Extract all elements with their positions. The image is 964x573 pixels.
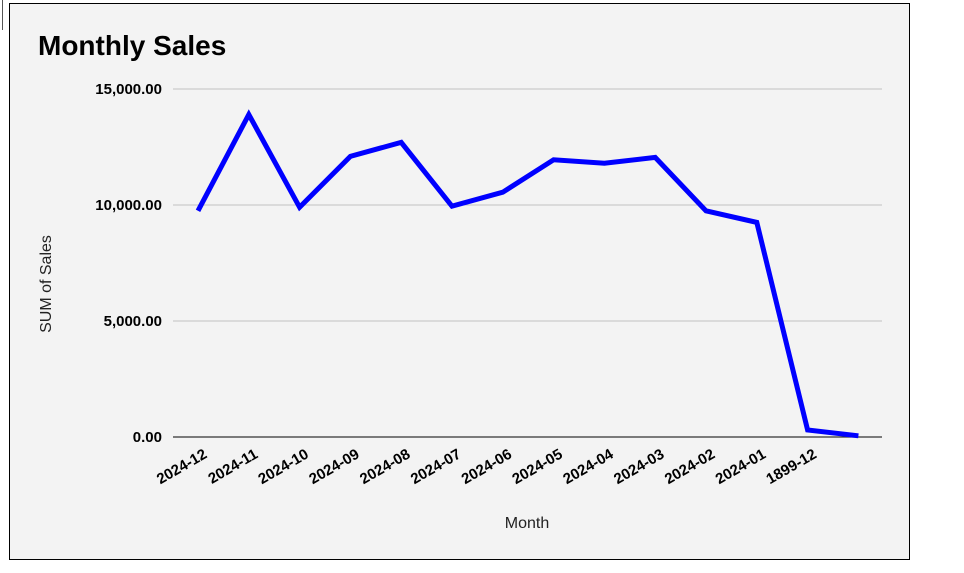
y-tick-labels: 0.00 5,000.00 10,000.00 15,000.00 [95,81,162,446]
series-layer [195,109,859,439]
x-tick-label: 2024-03 [611,446,667,488]
x-tick-label: 2024-09 [306,446,362,488]
x-tick-label: 2024-02 [662,446,718,488]
x-tick-label: 2024-01 [713,446,769,488]
x-tick-label: 2024-07 [408,446,464,488]
y-tick-label: 10,000.00 [95,197,162,214]
corner-mark [0,0,3,30]
x-tick-label: 1899-12 [763,446,819,488]
x-tick-labels: 2024-122024-112024-102024-092024-082024-… [154,445,820,488]
y-axis-label: SUM of Sales [38,235,55,333]
chart-title: Monthly Sales [38,30,227,61]
y-tick-label: 0.00 [133,429,162,446]
x-tick-label: 2024-05 [509,446,565,488]
chart-container: Monthly Sales [9,3,910,560]
y-tick-label: 15,000.00 [95,81,162,98]
x-tick-label: 2024-08 [357,446,413,488]
grid-lines [173,88,882,438]
x-tick-label: 2024-06 [459,446,515,488]
x-tick-label: 2024-10 [255,446,311,488]
x-axis-label: Month [505,515,549,532]
y-tick-label: 5,000.00 [104,313,162,330]
x-tick-label: 2024-12 [154,446,210,488]
x-tick-label: 2024-04 [560,445,617,488]
x-tick-label: 2024-11 [205,446,260,488]
series-line [195,109,859,439]
